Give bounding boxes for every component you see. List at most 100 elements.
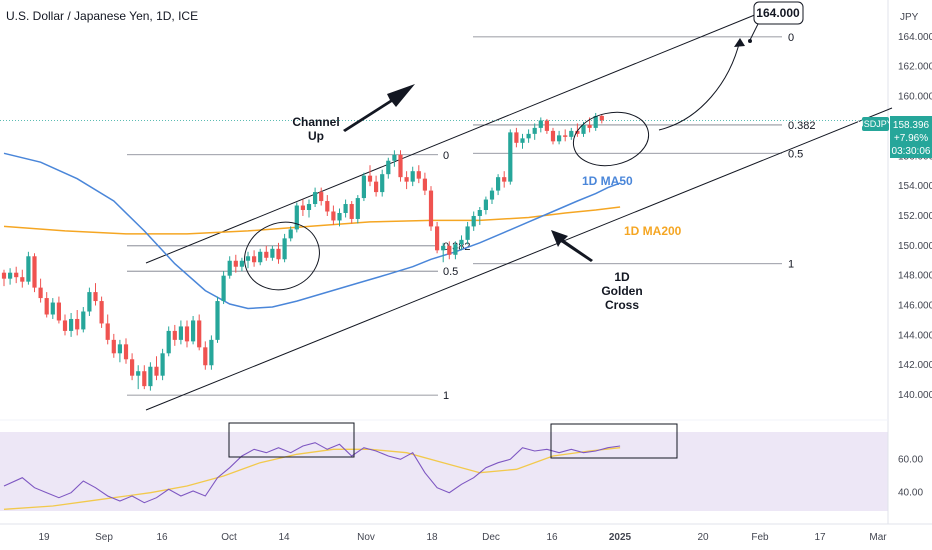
moving-averages — [3, 152, 621, 310]
candle-down — [544, 120, 549, 131]
candle-up — [489, 190, 495, 200]
price-tick-label: 142.000 — [898, 360, 932, 371]
price-tag-countdown: 03:30:06 — [892, 146, 931, 157]
price-tick-label: 164.000 — [898, 32, 932, 43]
candle-up — [258, 251, 263, 263]
candle-down — [422, 178, 427, 191]
candle-up — [508, 132, 513, 182]
candle-up — [581, 124, 586, 134]
time-tick-label: 20 — [697, 532, 709, 543]
candle-up — [386, 160, 391, 175]
candle-up — [538, 120, 543, 128]
fib-first-level-label: 0.5 — [443, 266, 458, 278]
candle-down — [130, 359, 135, 376]
candle-up — [191, 320, 196, 342]
candle-down — [62, 320, 68, 331]
candlesticks — [0, 112, 888, 391]
price-tick-label: 140.000 — [898, 390, 932, 401]
candle-down — [428, 190, 434, 227]
rsi-lines — [3, 442, 621, 510]
ma50-line — [3, 152, 621, 310]
candle-up — [8, 272, 13, 279]
candle-down — [93, 292, 98, 302]
target-label: 164.000 — [756, 6, 800, 20]
candle-up — [294, 205, 299, 230]
candle-down — [252, 256, 257, 263]
price-tag-symbol-box — [862, 117, 889, 131]
candle-down — [416, 171, 421, 179]
candle-down — [575, 130, 580, 134]
currency-label: JPY — [900, 12, 919, 23]
channel-lower-line — [145, 107, 893, 411]
candle-up — [380, 174, 385, 193]
candle-up — [343, 204, 348, 213]
ma200-label: 1D MA200 — [624, 224, 682, 238]
golden-cross-label-line2: Golden — [601, 284, 642, 298]
candle-down — [172, 330, 177, 340]
candle-down — [197, 320, 202, 348]
candle-up — [221, 275, 226, 302]
candle-down — [264, 251, 269, 258]
candle-down — [447, 245, 452, 255]
candle-up — [87, 292, 92, 312]
candle-up — [26, 256, 31, 282]
time-tick-label: 14 — [278, 532, 290, 543]
candle-up — [392, 154, 397, 161]
price-tag-box — [890, 116, 932, 158]
time-tick-label: 17 — [814, 532, 826, 543]
fib-second-level-label: 0.5 — [788, 148, 803, 160]
candle-up — [441, 245, 446, 251]
candle-up — [166, 330, 171, 354]
candle-down — [111, 339, 116, 354]
candle-up — [270, 248, 275, 258]
candle-down — [349, 204, 354, 219]
rsi-box-oct — [228, 422, 355, 458]
candle-down — [563, 135, 568, 137]
time-tick-label: Sep — [95, 532, 113, 543]
golden-cross-label-line1: 1D — [614, 270, 630, 284]
price-tick-label: 160.000 — [898, 92, 932, 103]
candle-down — [56, 302, 61, 321]
price-tick-label: 148.000 — [898, 271, 932, 282]
candle-down — [154, 366, 159, 376]
candle-down — [75, 318, 80, 330]
candle-up — [313, 192, 318, 205]
candle-down — [38, 287, 43, 299]
candle-up — [288, 229, 293, 239]
golden-cross-label-line3: Cross — [605, 298, 639, 312]
candle-up — [483, 199, 488, 210]
candle-up — [526, 133, 531, 139]
candle-down — [184, 326, 190, 342]
fib-second-level-label: 0 — [788, 32, 794, 44]
candle-down — [32, 256, 37, 288]
target-point — [748, 39, 752, 43]
candle-down — [367, 175, 373, 182]
rsi-tick-label: 60.00 — [898, 454, 923, 465]
candle-down — [331, 211, 336, 221]
candle-down — [398, 154, 403, 178]
candle-up — [160, 353, 165, 376]
channel-upper-line — [145, 11, 763, 264]
candle-up — [239, 260, 244, 267]
candle-up — [477, 210, 482, 216]
candle-up — [337, 212, 342, 221]
candle-up — [593, 115, 598, 128]
candle-up — [50, 302, 55, 315]
candle-down — [502, 177, 507, 182]
candle-down — [599, 115, 604, 121]
fib-first-level-label: 0 — [443, 150, 449, 162]
candle-up — [117, 344, 122, 354]
candle-down — [20, 277, 25, 282]
projection-arrowhead — [734, 38, 745, 47]
rsi-band — [0, 432, 888, 511]
time-tick-label: Dec — [482, 532, 500, 543]
price-tick-label: 146.000 — [898, 301, 932, 312]
price-tag-symbol: USDJPY — [857, 119, 893, 129]
candle-up — [215, 301, 220, 340]
candle-down — [550, 130, 556, 142]
consolidation-ellipse-oct — [244, 221, 320, 291]
candle-down — [325, 201, 330, 212]
price-tag-change: +7.96% — [894, 133, 928, 144]
channel-up-arrow — [343, 84, 415, 132]
